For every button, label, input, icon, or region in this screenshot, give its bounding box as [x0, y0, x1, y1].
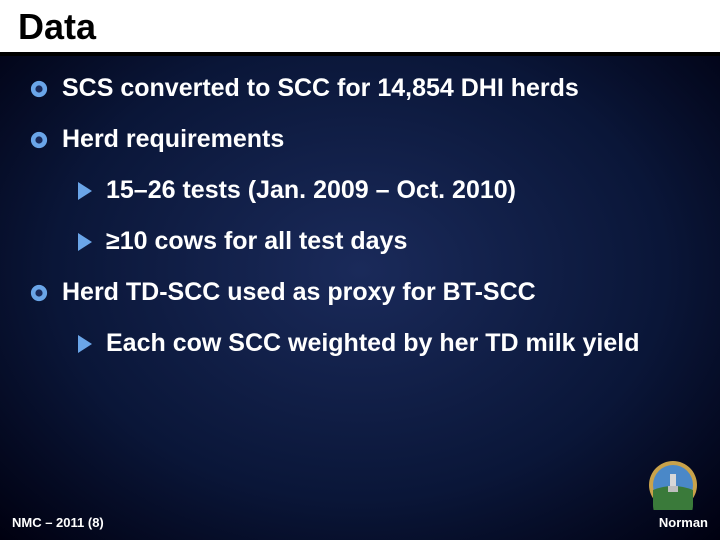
footer-right: Norman: [659, 515, 708, 530]
bullet-text: Herd TD-SCC used as proxy for BT-SCC: [62, 278, 536, 307]
bullet-text: Herd requirements: [62, 125, 284, 154]
bullet-subitem: Each cow SCC weighted by her TD milk yie…: [78, 329, 690, 358]
triangle-bullet-icon: [78, 335, 92, 353]
title-area: Data: [0, 0, 720, 56]
bullet-item: Herd TD-SCC used as proxy for BT-SCC: [30, 278, 690, 307]
footer-left: NMC – 2011 (8): [12, 515, 104, 530]
bullet-text: SCS converted to SCC for 14,854 DHI herd…: [62, 74, 579, 103]
disc-bullet-icon: [30, 131, 48, 149]
bullet-subitem: 15–26 tests (Jan. 2009 – Oct. 2010): [78, 176, 690, 205]
slide-title: Data: [18, 6, 702, 48]
triangle-bullet-icon: [78, 233, 92, 251]
bullet-text: ≥10 cows for all test days: [106, 227, 407, 256]
slide: Data SCS converted to SCC for 14,854 DHI…: [0, 0, 720, 540]
bullet-item: Herd requirements: [30, 125, 690, 154]
disc-bullet-icon: [30, 284, 48, 302]
slide-body: SCS converted to SCC for 14,854 DHI herd…: [0, 56, 720, 358]
bullet-text: Each cow SCC weighted by her TD milk yie…: [106, 329, 639, 358]
bullet-item: SCS converted to SCC for 14,854 DHI herd…: [30, 74, 690, 103]
triangle-bullet-icon: [78, 182, 92, 200]
bullet-text: 15–26 tests (Jan. 2009 – Oct. 2010): [106, 176, 516, 205]
org-logo-icon: [648, 460, 698, 510]
bullet-subitem: ≥10 cows for all test days: [78, 227, 690, 256]
disc-bullet-icon: [30, 80, 48, 98]
